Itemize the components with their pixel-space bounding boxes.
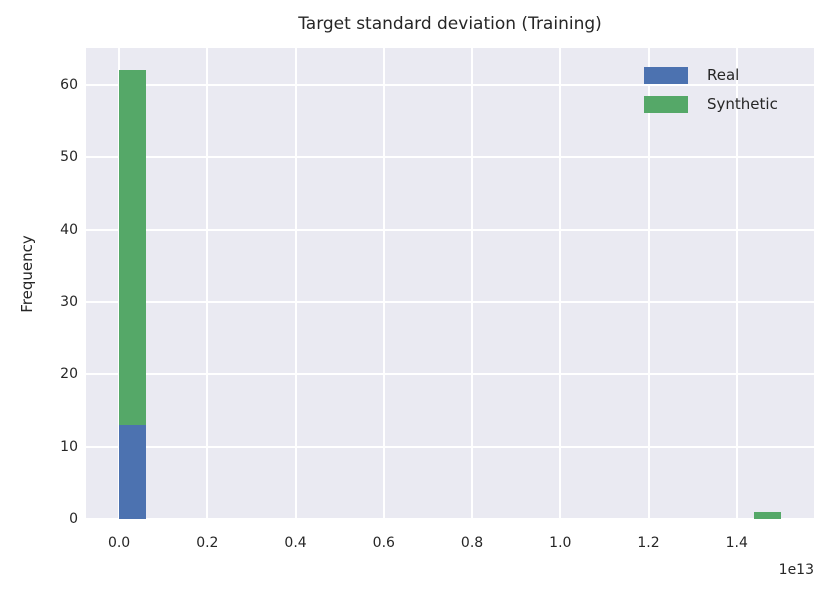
y-tick-label: 0 [69,511,78,527]
plot-area [86,48,814,519]
histogram-bar-segment [119,424,146,519]
x-gridline [647,48,650,519]
y-tick-label: 40 [60,221,78,238]
legend-label-synthetic: Synthetic [707,95,778,113]
x-gridline [206,48,209,519]
x-axis-offset-label: 1e13 [778,562,814,578]
y-gridline [86,156,814,159]
x-tick-label: 0.0 [107,535,131,551]
x-tick-label: 0.4 [284,535,307,551]
y-tick-label: 30 [60,293,78,310]
legend-label-real: Real [707,66,740,84]
y-tick-label: 10 [60,438,78,455]
y-gridline [86,83,814,86]
y-tick-label: 60 [60,76,78,93]
x-tick-label: 0.6 [372,535,395,551]
x-gridline [294,48,297,519]
y-gridline [86,373,814,376]
y-tick-label: 50 [60,149,78,166]
x-tick-label: 0.8 [460,535,484,551]
x-gridline [559,48,562,519]
histogram-bar-segment [119,70,146,425]
chart-title: Target standard deviation (Training) [298,14,602,34]
histogram-bar-segment [754,511,781,519]
y-gridline [86,518,814,519]
legend-item-real: Real [644,67,778,84]
y-gridline [86,228,814,231]
x-gridline [471,48,474,519]
x-gridline [735,48,738,519]
y-tick-label: 20 [60,366,78,383]
legend-swatch-synthetic [644,96,688,113]
x-gridline [382,48,385,519]
y-gridline [86,445,814,448]
x-tick-label: 0.2 [196,535,219,551]
legend-item-synthetic: Synthetic [644,96,778,113]
x-tick-label: 1.4 [725,535,748,551]
x-tick-label: 1.0 [549,535,572,551]
legend-swatch-real [644,67,688,84]
legend: Real Synthetic [644,67,778,113]
x-tick-label: 1.2 [637,535,660,551]
y-gridline [86,300,814,303]
